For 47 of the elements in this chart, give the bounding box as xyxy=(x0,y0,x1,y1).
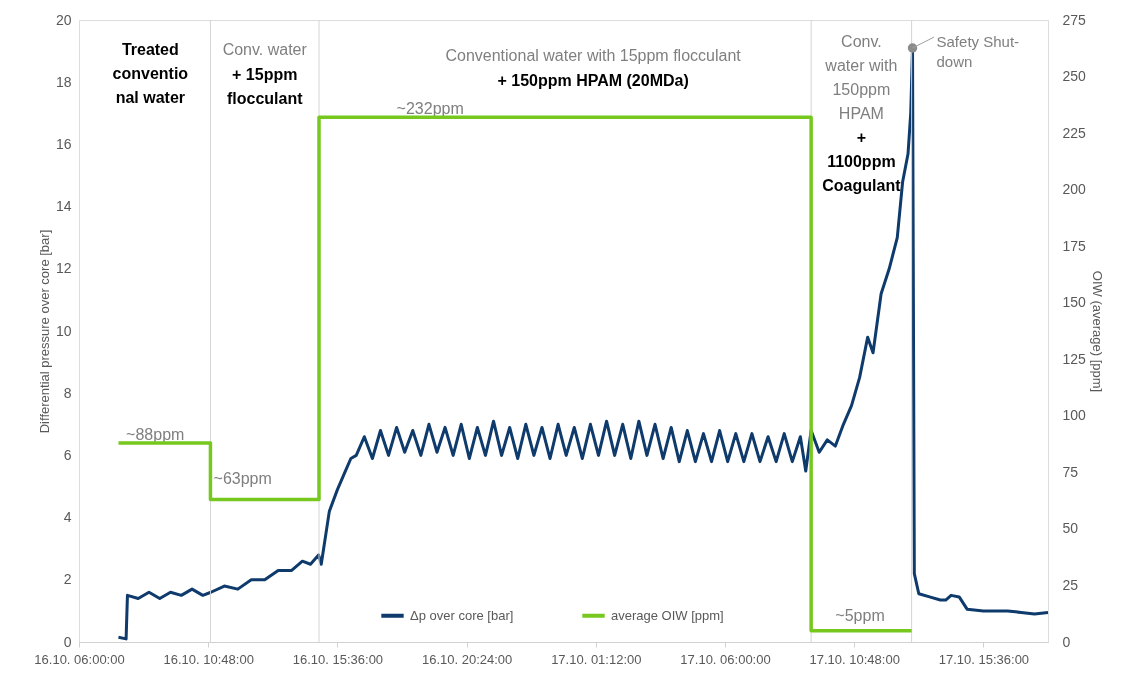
y-tick-label: 12 xyxy=(55,260,72,277)
y-tick-label: 18 xyxy=(55,73,72,90)
y2-axis-title: OIW (average) [ppm] xyxy=(1089,270,1105,393)
y2-tick-label: 125 xyxy=(1062,350,1087,367)
y2-tick-label: 150 xyxy=(1062,294,1087,311)
x-tick-label: 17.10. 01:12:00 xyxy=(551,651,642,667)
x-tick-label: 16.10. 15:36:00 xyxy=(292,651,384,667)
y2-tick-label: 225 xyxy=(1062,124,1087,141)
y2-tick-label: 0 xyxy=(1062,633,1071,650)
y2-tick-label: 50 xyxy=(1062,520,1079,537)
annotation: Safety Shut- down xyxy=(936,32,1020,70)
x-tick-label: 17.10. 15:36:00 xyxy=(938,651,1030,667)
annotation: Conventional water with 15ppm flocculant xyxy=(445,46,742,64)
legend-label: Δp over core [bar] xyxy=(410,607,514,623)
y-tick-label: 20 xyxy=(55,11,72,28)
y-tick-label: 16 xyxy=(55,135,72,152)
annotation: + 150ppm HPAM (20MDa) xyxy=(497,71,689,89)
x-tick-label: 16.10. 06:00:00 xyxy=(34,651,125,667)
annotation: Conv. water with 150ppm HPAM xyxy=(824,33,898,122)
y2-tick-label: 275 xyxy=(1062,11,1087,28)
annotation: + 1100ppm Coagulant xyxy=(822,129,902,195)
y2-tick-label: 75 xyxy=(1062,463,1079,480)
y-axis-title: Differential pressure over core [bar] xyxy=(36,229,52,434)
y-tick-label: 8 xyxy=(63,384,72,401)
y2-tick-label: 175 xyxy=(1062,237,1087,254)
annotation: + 15ppm flocculant xyxy=(226,65,304,107)
annotation: ~88ppm xyxy=(126,426,185,444)
y-tick-label: 10 xyxy=(55,322,72,339)
x-tick-label: 17.10. 10:48:00 xyxy=(809,651,900,667)
legend-label: average OIW [ppm] xyxy=(611,607,724,623)
y-tick-label: 4 xyxy=(63,509,72,526)
y2-tick-label: 200 xyxy=(1062,181,1087,198)
annotation: ~63ppm xyxy=(213,469,272,487)
annotation: ~232ppm xyxy=(396,99,464,117)
annotation: Conv. water xyxy=(222,40,308,58)
y-tick-label: 6 xyxy=(63,446,72,463)
y-tick-label: 14 xyxy=(55,198,72,215)
x-tick-label: 17.10. 06:00:00 xyxy=(680,651,771,667)
annotation: Treated conventio nal water xyxy=(112,40,189,106)
x-tick-label: 16.10. 20:24:00 xyxy=(421,651,513,667)
x-tick-label: 16.10. 10:48:00 xyxy=(163,651,254,667)
y-tick-label: 2 xyxy=(63,571,72,588)
y2-tick-label: 250 xyxy=(1062,68,1087,85)
y2-tick-label: 100 xyxy=(1062,407,1087,424)
annotation: ~5ppm xyxy=(835,606,885,624)
y2-tick-label: 25 xyxy=(1062,576,1079,593)
y-tick-label: 0 xyxy=(63,633,72,650)
